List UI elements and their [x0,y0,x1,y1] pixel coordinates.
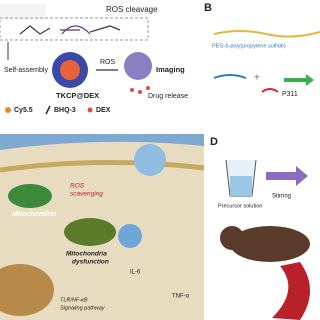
cleavage-label: ROS cleavage [106,5,158,14]
self-assembly-label: Self-assembly [4,67,48,74]
mitochondrion [8,184,52,208]
mitochondria-label: Mitochondria [12,211,56,218]
polymer-chain [213,30,320,38]
ros-scavenging-label: scavenging [70,191,103,198]
nanoparticle [118,224,142,248]
panel-a: ROS cleavage Self-assembly ROS TKCP@DEX … [0,0,196,120]
product-label: TKCP@DEX [56,91,99,100]
arrow [266,166,308,186]
mouse [230,226,310,262]
cytokine-label: IL-6 [130,270,141,276]
nanoparticle [134,144,166,176]
dysfunction-label: Mitochondria [66,251,107,258]
polymer-label: PEG-b-poly(propylene sulfide) [212,43,286,49]
membrane [0,159,205,173]
nucleus [0,264,54,316]
cleavage-box-left [0,4,46,20]
drug-dot [138,90,142,94]
peptide-label: P311 [282,91,298,98]
ros-scavenging-label: ROS [70,183,85,190]
pathway-label: TLR/NF-κB [60,297,88,303]
released-particle [124,52,152,80]
legend-label: Cy5.5 [14,107,33,114]
imaging-label: Imaging [156,65,185,74]
legend-icon [87,107,93,113]
panel-label: D [210,136,218,148]
peptide-icon [261,88,279,93]
legend-icon [45,105,51,115]
panel-d: D Precursor solution Stirring [210,136,310,320]
legend-label: DEX [96,107,111,114]
drug-dot [130,88,134,92]
legend-label: BHQ-3 [54,107,76,114]
arrow [284,74,314,86]
mouse-head [220,226,244,250]
nanoparticle-core [60,60,80,80]
mitochondrion [64,218,116,246]
cleavage-arrow [61,25,91,35]
panel-b: B PEG-b-poly(propylene sulfide) + P311 [204,2,320,98]
vessel [272,262,310,320]
drug-dot [146,86,150,90]
legend-icon [5,107,11,113]
cytokine-label: TNF-α [172,294,190,300]
precursor-label: Precursor solution [218,203,262,209]
panel-label: B [204,2,212,14]
stirring-label: Stirring [272,194,291,200]
ros-label: ROS [100,59,116,66]
solution [230,176,252,196]
molecule [19,25,121,35]
panel-c: ROS scavenging Mitochondria Mitochondria… [0,134,205,320]
polymer-icon [213,74,247,79]
drug-release-label: Drug release [148,93,188,100]
pathway-label: Signaling pathway [60,305,106,311]
plus: + [254,73,260,84]
dysfunction-label: dysfunction [72,259,109,266]
